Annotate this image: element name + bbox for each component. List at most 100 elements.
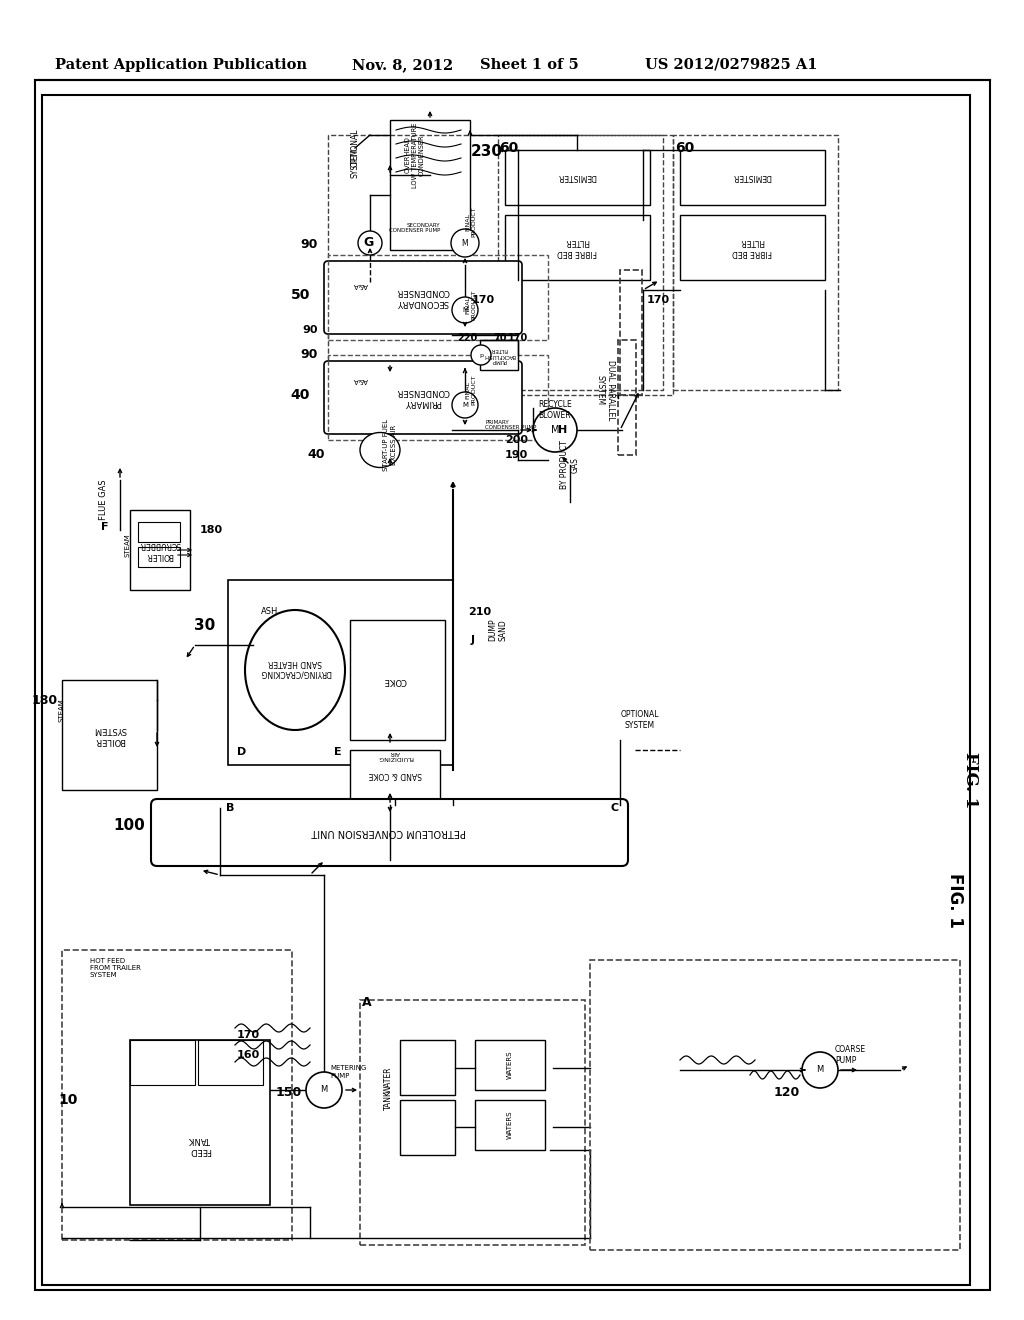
Text: H: H bbox=[558, 425, 567, 436]
Circle shape bbox=[534, 408, 577, 451]
Text: 30: 30 bbox=[194, 618, 215, 632]
Text: FEED
TANK: FEED TANK bbox=[189, 1135, 211, 1155]
Text: 170: 170 bbox=[508, 333, 528, 343]
Text: START-UP FUEL
EXCESS AIR: START-UP FUEL EXCESS AIR bbox=[384, 418, 396, 471]
Text: 90: 90 bbox=[302, 325, 318, 335]
Bar bbox=[475, 1100, 545, 1150]
Bar bbox=[680, 215, 825, 280]
Text: METERING
PUMP: METERING PUMP bbox=[330, 1065, 367, 1078]
Text: COKE: COKE bbox=[383, 676, 407, 685]
Circle shape bbox=[802, 1052, 838, 1088]
Bar bbox=[480, 341, 518, 370]
Bar bbox=[590, 960, 961, 1250]
Text: FINAL
PRODUCT: FINAL PRODUCT bbox=[466, 207, 476, 238]
Text: M: M bbox=[551, 425, 559, 436]
Text: BOILER
SYSTEM: BOILER SYSTEM bbox=[93, 725, 127, 744]
Text: A&A: A&A bbox=[352, 378, 368, 383]
Text: 230: 230 bbox=[471, 144, 503, 160]
Bar bbox=[620, 271, 642, 395]
Text: F: F bbox=[100, 521, 108, 532]
Bar bbox=[505, 150, 650, 205]
Bar bbox=[618, 341, 636, 455]
Bar bbox=[130, 1040, 195, 1085]
Text: SECONDARY
CONDENSER PUMP: SECONDARY CONDENSER PUMP bbox=[389, 223, 440, 234]
Text: 120: 120 bbox=[774, 1085, 800, 1098]
Text: 10: 10 bbox=[58, 1093, 78, 1107]
Text: DEMISTER: DEMISTER bbox=[732, 173, 771, 181]
Text: M: M bbox=[462, 239, 468, 248]
Text: 150: 150 bbox=[275, 1085, 302, 1098]
Text: DUMP
SAND: DUMP SAND bbox=[488, 619, 508, 642]
Bar bbox=[328, 355, 548, 440]
Text: 170: 170 bbox=[472, 294, 495, 305]
Text: J: J bbox=[471, 635, 475, 645]
Bar bbox=[360, 1001, 585, 1245]
Bar bbox=[62, 950, 292, 1239]
Text: SYSTEM: SYSTEM bbox=[350, 148, 359, 178]
Text: DUAL PARALLEL
SYSTEM: DUAL PARALLEL SYSTEM bbox=[595, 360, 614, 420]
Text: FIG. 1: FIG. 1 bbox=[962, 752, 979, 808]
Bar bbox=[198, 1040, 263, 1085]
Ellipse shape bbox=[360, 433, 400, 467]
Text: WATER: WATER bbox=[384, 1067, 392, 1093]
Text: Nov. 8, 2012: Nov. 8, 2012 bbox=[352, 58, 454, 73]
Text: M: M bbox=[462, 403, 468, 408]
Text: 100: 100 bbox=[114, 817, 145, 833]
FancyBboxPatch shape bbox=[324, 261, 522, 334]
Text: E: E bbox=[335, 747, 342, 756]
Text: B: B bbox=[226, 803, 234, 813]
Text: WATERS: WATERS bbox=[507, 1051, 513, 1080]
Bar bbox=[498, 135, 663, 389]
Text: M: M bbox=[462, 308, 468, 313]
Text: ASH: ASH bbox=[261, 607, 279, 616]
Text: 190: 190 bbox=[505, 450, 528, 459]
Text: 180: 180 bbox=[200, 525, 223, 535]
Text: BY PRODUCT
GAS: BY PRODUCT GAS bbox=[560, 441, 580, 490]
Text: SAND & COKE: SAND & COKE bbox=[369, 771, 422, 780]
Bar bbox=[475, 1040, 545, 1090]
Circle shape bbox=[358, 231, 382, 255]
Text: FIG. 1: FIG. 1 bbox=[946, 873, 964, 928]
Circle shape bbox=[452, 392, 478, 418]
Bar bbox=[328, 135, 673, 395]
Text: 90: 90 bbox=[301, 348, 318, 362]
Text: M: M bbox=[816, 1065, 823, 1074]
Text: 40: 40 bbox=[307, 449, 325, 462]
Text: US 2012/0279825 A1: US 2012/0279825 A1 bbox=[645, 58, 817, 73]
Text: A&A: A&A bbox=[352, 282, 368, 288]
Bar bbox=[228, 579, 453, 766]
Text: COARSE
PUMP: COARSE PUMP bbox=[835, 1045, 866, 1065]
Bar bbox=[390, 120, 470, 249]
Text: OPTIONAL: OPTIONAL bbox=[350, 129, 359, 168]
Text: OVERHEAD
LOW TEMPERATURE
CONDENSER: OVERHEAD LOW TEMPERATURE CONDENSER bbox=[406, 123, 425, 187]
Bar bbox=[680, 150, 825, 205]
Text: FIBRE BED
FILTER: FIBRE BED FILTER bbox=[557, 238, 597, 256]
Text: PRIMARY
CONDENSER PUMP: PRIMARY CONDENSER PUMP bbox=[485, 420, 537, 430]
Text: 200: 200 bbox=[505, 436, 528, 445]
Bar bbox=[138, 546, 180, 568]
Bar bbox=[350, 620, 445, 741]
Text: RECYCLE
BLOWER: RECYCLE BLOWER bbox=[539, 400, 571, 420]
Text: PRIMARY
CONDENSER: PRIMARY CONDENSER bbox=[396, 387, 450, 407]
Text: 70: 70 bbox=[494, 333, 507, 343]
Text: Patent Application Publication: Patent Application Publication bbox=[55, 58, 307, 73]
Bar bbox=[400, 1040, 455, 1096]
Circle shape bbox=[452, 297, 478, 323]
Circle shape bbox=[471, 345, 490, 366]
Text: FIBRE BED
FILTER: FIBRE BED FILTER bbox=[732, 238, 772, 256]
Text: 210: 210 bbox=[468, 607, 492, 616]
FancyBboxPatch shape bbox=[151, 799, 628, 866]
Bar bbox=[62, 680, 157, 789]
Text: 40: 40 bbox=[291, 388, 310, 403]
Text: DRYING/CRACKING
SAND HEATER: DRYING/CRACKING SAND HEATER bbox=[259, 659, 331, 677]
Bar bbox=[130, 510, 190, 590]
Text: WATERS: WATERS bbox=[507, 1110, 513, 1139]
Text: Sheet 1 of 5: Sheet 1 of 5 bbox=[480, 58, 579, 73]
Bar bbox=[400, 1100, 455, 1155]
Text: OPTIONAL
SYSTEM: OPTIONAL SYSTEM bbox=[621, 710, 659, 730]
Bar bbox=[130, 1040, 270, 1205]
Bar bbox=[350, 750, 440, 800]
Text: STEAM: STEAM bbox=[59, 698, 65, 722]
Text: SECONDARY
CONDENSER: SECONDARY CONDENSER bbox=[396, 288, 450, 306]
Text: 60: 60 bbox=[499, 141, 518, 154]
